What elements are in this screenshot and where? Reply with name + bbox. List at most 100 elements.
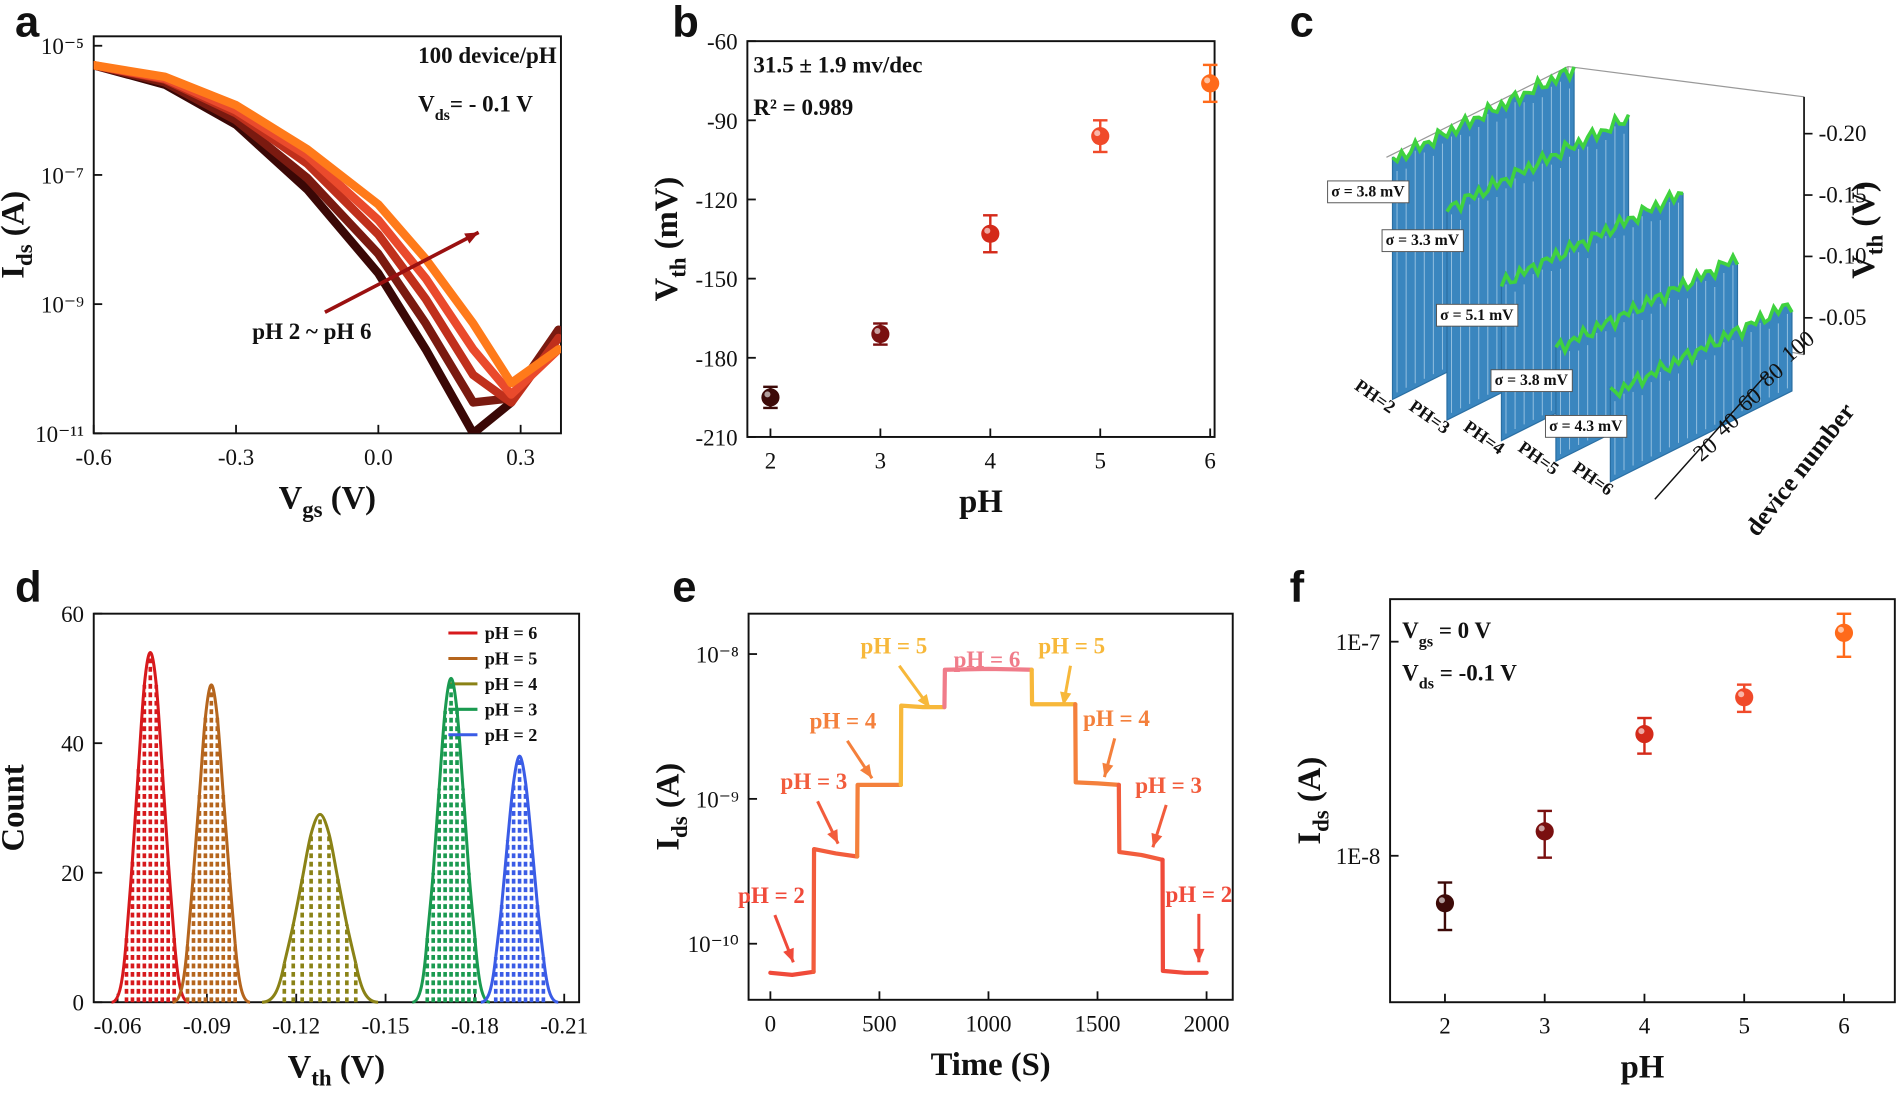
x-axis-label: pH — [1621, 1049, 1665, 1085]
box-edge — [1567, 65, 1805, 98]
point-highlight — [764, 391, 771, 398]
y-tick-label: -150 — [696, 267, 738, 292]
sigma-label: σ = 3.3 mV — [1386, 232, 1460, 249]
y-axis-label-sub: ds — [667, 816, 692, 838]
point-highlight — [874, 327, 881, 335]
fit-tail — [233, 943, 251, 1004]
y-axis-label: Count — [0, 764, 32, 851]
y-axis-label-tail: (mV) — [649, 177, 685, 258]
band-top — [1391, 66, 1576, 165]
plot-frame — [92, 35, 562, 435]
x-tick-label: 2 — [1439, 1014, 1451, 1039]
series-line — [768, 969, 816, 977]
point-highlight — [1538, 825, 1545, 832]
z-tick-label: -0.05 — [1819, 305, 1867, 330]
z-axis-label: Vth (V) — [1846, 181, 1887, 278]
x-tick-label: 3 — [1539, 1014, 1550, 1039]
annotation: pH = 6 — [954, 647, 1021, 672]
y-tick-label: 1E-8 — [1336, 844, 1381, 869]
x-tick-label: 1500 — [1075, 1011, 1121, 1036]
annotation: Vds= - 0.1 V — [418, 91, 533, 123]
y-axis-label-tail: (A) — [650, 763, 686, 817]
annotation: 100 device/pH — [418, 43, 557, 68]
fit-tail — [541, 956, 559, 1004]
arrow-head — [827, 829, 839, 844]
point-highlight — [1094, 130, 1101, 137]
point-highlight — [1638, 728, 1645, 735]
point-highlight — [1438, 897, 1445, 904]
x-axis-label: pH — [959, 484, 1003, 520]
y-axis-label-sub: ds — [1308, 810, 1333, 832]
x-axis-label-main: V — [279, 480, 303, 516]
x-tick-label: 5 — [1738, 1014, 1749, 1039]
data-point — [1201, 74, 1220, 93]
x-tick-label: -0.3 — [218, 445, 254, 470]
sigma-box — [1490, 369, 1573, 393]
y-tick-label: 20 — [61, 861, 84, 886]
legend-label: pH = 4 — [485, 674, 538, 694]
z-tick-label: -0.20 — [1819, 121, 1867, 146]
y-axis-label-main: V — [649, 277, 685, 301]
device-axis-label: device number — [1740, 398, 1861, 541]
legend-label: pH = 2 — [485, 725, 538, 745]
point-highlight — [984, 227, 991, 234]
annotation-sub: ds — [1419, 676, 1434, 693]
x-axis-label-main: V — [288, 1049, 312, 1085]
arrow-head — [859, 764, 873, 779]
y-tick-label: 0 — [73, 991, 85, 1016]
panel-label: b — [672, 0, 699, 46]
fit-tail — [261, 963, 286, 1004]
x-tick-label: 3 — [875, 448, 887, 473]
series-line — [93, 61, 561, 388]
fit-curve — [282, 812, 358, 964]
x-tick-label: -0.12 — [272, 1014, 320, 1039]
point-highlight — [1837, 626, 1844, 633]
x-tick-label: -0.18 — [451, 1014, 499, 1039]
y-axis-label-main: I — [1292, 832, 1328, 845]
data-point — [1635, 725, 1654, 744]
arrow-head — [1102, 762, 1114, 778]
annotation: R² = 0.989 — [753, 95, 853, 120]
legend-label: pH = 3 — [485, 699, 538, 719]
arrow-head — [1193, 948, 1205, 963]
y-tick-label: -180 — [696, 346, 738, 371]
fit-curve — [494, 754, 545, 958]
z-axis-label-main: V — [1846, 255, 1882, 279]
annotation-sub: gs — [1419, 633, 1433, 650]
series-line — [1116, 782, 1165, 862]
annotation: pH = 3 — [781, 769, 848, 794]
y-tick-label: 10⁻⁹ — [41, 293, 84, 318]
y-tick-label: 10⁻¹⁰ — [688, 932, 739, 957]
y-axis-label-main: I — [650, 838, 686, 851]
data-point — [761, 388, 780, 407]
band-top — [1554, 251, 1740, 357]
annotation-main: V — [418, 91, 435, 116]
band-top — [1445, 112, 1631, 215]
sigma-label: σ = 4.3 mV — [1549, 418, 1623, 435]
data-point — [1834, 623, 1854, 642]
annotation: pH = 5 — [1038, 634, 1105, 659]
fit-curve — [425, 676, 477, 938]
arrow-head — [464, 232, 479, 244]
plot-frame — [92, 612, 581, 1004]
x-tick-label: -0.15 — [362, 1014, 410, 1039]
panel-label: e — [672, 564, 696, 612]
y-axis-label-tail: (A) — [1292, 757, 1328, 811]
fit-curve — [186, 683, 237, 945]
y-tick-label: 10⁻⁵ — [41, 34, 84, 59]
legend-label: pH = 5 — [485, 649, 538, 669]
annotation: pH = 4 — [1083, 706, 1150, 731]
fit-tail — [354, 963, 379, 1004]
y-tick-label: -120 — [696, 188, 738, 213]
x-tick-label: 4 — [1639, 1014, 1651, 1039]
x-tick-label: -0.06 — [94, 1014, 142, 1039]
x-tick-label: 0.0 — [364, 445, 393, 470]
sigma-label: σ = 5.1 mV — [1440, 307, 1514, 324]
panel-label: f — [1290, 564, 1305, 612]
x-axis-label: Vgs (V) — [279, 480, 376, 521]
x-axis-label: Time (S) — [931, 1047, 1051, 1083]
y-tick-label: -60 — [707, 30, 738, 55]
arrow-head — [1151, 832, 1163, 848]
y-axis-label: Vth (mV) — [649, 177, 690, 302]
z-axis-label-tail: (V) — [1846, 181, 1882, 235]
